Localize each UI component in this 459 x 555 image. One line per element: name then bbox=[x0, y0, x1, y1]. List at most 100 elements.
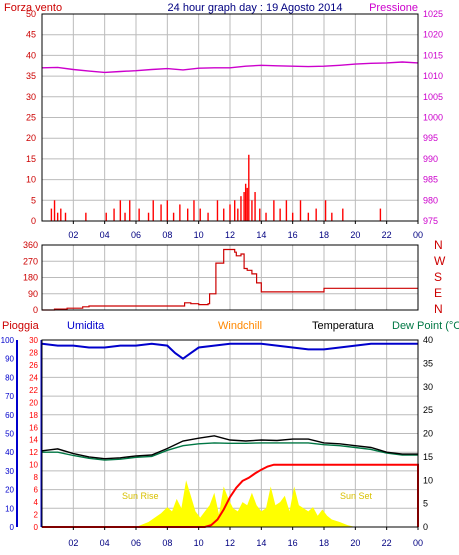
wind-title: Forza vento bbox=[4, 2, 62, 14]
temperature-y-tick-label: 5 bbox=[423, 499, 428, 509]
rain-y-tick-label: 26 bbox=[29, 361, 38, 370]
rain-y-tick-label: 4 bbox=[34, 498, 39, 507]
pressure-y-tick-label: 1020 bbox=[423, 30, 443, 40]
temperature-line bbox=[41, 435, 418, 460]
temperature-y-tick-label: 15 bbox=[423, 452, 433, 462]
bottom-x-tick-label: 14 bbox=[256, 538, 266, 548]
humidity-y-tick-label: 100 bbox=[1, 336, 15, 345]
wind-x-tick-label: 02 bbox=[68, 230, 78, 240]
pressure-y-tick-label: 1010 bbox=[423, 71, 443, 81]
direction-y-tick-label: 360 bbox=[23, 240, 38, 250]
wind-x-tick-label: 20 bbox=[350, 230, 360, 240]
wind-y-tick-label: 20 bbox=[26, 133, 36, 143]
wind-x-tick-label: 06 bbox=[131, 230, 141, 240]
humidity-line bbox=[41, 342, 418, 360]
rain-y-tick-label: 16 bbox=[29, 423, 38, 432]
direction-compass-label: E bbox=[434, 286, 442, 300]
rain-y-tick-label: 6 bbox=[34, 486, 39, 495]
rain-y-tick-label: 22 bbox=[29, 386, 38, 395]
pressure-title: Pressione bbox=[369, 2, 418, 14]
humidity-y-tick-label: 90 bbox=[5, 355, 14, 364]
direction-y-tick-label: 270 bbox=[23, 256, 38, 266]
rain-y-tick-label: 10 bbox=[29, 461, 38, 470]
chart-title: 24 hour graph day : 19 Agosto 2014 bbox=[168, 2, 343, 14]
rain-line bbox=[42, 463, 419, 528]
wind-y-tick-label: 15 bbox=[26, 154, 36, 164]
pressure-y-tick-label: 990 bbox=[423, 154, 438, 164]
humidity-y-tick-label: 50 bbox=[5, 430, 14, 439]
wind-y-tick-label: 25 bbox=[26, 113, 36, 123]
wind-y-tick-label: 40 bbox=[26, 50, 36, 60]
humidity-y-tick-label: 80 bbox=[5, 373, 14, 382]
wind-y-tick-label: 50 bbox=[26, 9, 36, 19]
windchill-title: Windchill bbox=[218, 320, 262, 332]
humidity-y-tick-label: 30 bbox=[5, 467, 14, 476]
humidity-y-tick-label: 40 bbox=[5, 448, 14, 457]
wind-y-tick-label: 5 bbox=[31, 195, 36, 205]
bottom-x-tick-label: 02 bbox=[68, 538, 78, 548]
bottom-x-tick-label: 08 bbox=[162, 538, 172, 548]
bottom-x-tick-label: 06 bbox=[131, 538, 141, 548]
temperature-y-tick-label: 10 bbox=[423, 475, 433, 485]
rain-y-tick-label: 12 bbox=[29, 448, 38, 457]
humidity-title: Umidita bbox=[67, 320, 105, 332]
pressure-y-tick-label: 1015 bbox=[423, 50, 443, 60]
humidity-y-tick-label: 10 bbox=[5, 504, 14, 513]
direction-y-tick-label: 180 bbox=[23, 273, 38, 283]
pressure-y-tick-label: 1005 bbox=[423, 92, 443, 102]
pressure-y-tick-label: 985 bbox=[423, 175, 438, 185]
wind-y-tick-label: 10 bbox=[26, 175, 36, 185]
direction-line bbox=[42, 248, 418, 311]
bottom-x-tick-label: 10 bbox=[194, 538, 204, 548]
bottom-x-tick-label: 18 bbox=[319, 538, 329, 548]
rain-y-tick-label: 8 bbox=[34, 473, 39, 482]
temperature-y-tick-label: 0 bbox=[423, 522, 428, 532]
wind-x-tick-label: 22 bbox=[382, 230, 392, 240]
direction-compass-label: N bbox=[434, 302, 443, 316]
humidity-y-tick-label: 0 bbox=[10, 523, 15, 532]
wind-x-tick-label: 12 bbox=[225, 230, 235, 240]
direction-panel-frame bbox=[41, 244, 419, 311]
sunset-label: Sun Set bbox=[340, 491, 373, 501]
temperature-y-tick-label: 40 bbox=[423, 335, 433, 345]
rain-y-tick-label: 0 bbox=[34, 523, 39, 532]
humidity-y-tick-label: 70 bbox=[5, 392, 14, 401]
rain-y-tick-label: 2 bbox=[34, 511, 39, 520]
wind-y-tick-label: 0 bbox=[31, 216, 36, 226]
pressure-y-tick-label: 1025 bbox=[423, 9, 443, 19]
wind-x-tick-label: 14 bbox=[256, 230, 266, 240]
solar-area bbox=[42, 480, 418, 527]
temperature-y-tick-label: 35 bbox=[423, 358, 433, 368]
pressure-y-tick-label: 1000 bbox=[423, 113, 443, 123]
pressure-y-tick-label: 995 bbox=[423, 133, 438, 143]
wind-x-tick-label: 08 bbox=[162, 230, 172, 240]
pressure-y-tick-label: 980 bbox=[423, 195, 438, 205]
bottom-x-tick-label: 22 bbox=[382, 538, 392, 548]
direction-compass-label: W bbox=[434, 254, 446, 268]
direction-compass-label: N bbox=[434, 238, 443, 252]
wind-x-tick-label: 10 bbox=[194, 230, 204, 240]
sunrise-label: Sun Rise bbox=[122, 491, 159, 501]
wind-y-tick-label: 45 bbox=[26, 30, 36, 40]
rain-y-tick-label: 20 bbox=[29, 398, 38, 407]
wind-y-tick-label: 30 bbox=[26, 92, 36, 102]
wind-x-tick-label: 18 bbox=[319, 230, 329, 240]
rain-y-tick-label: 30 bbox=[29, 336, 38, 345]
wind-x-tick-label: 04 bbox=[100, 230, 110, 240]
bottom-x-tick-label: 04 bbox=[100, 538, 110, 548]
wind-x-tick-label: 16 bbox=[288, 230, 298, 240]
humidity-y-tick-label: 60 bbox=[5, 411, 14, 420]
direction-y-tick-label: 90 bbox=[28, 289, 38, 299]
temperature-y-tick-label: 20 bbox=[423, 429, 433, 439]
rain-title: Pioggia bbox=[2, 320, 40, 332]
temperature-y-tick-label: 25 bbox=[423, 405, 433, 415]
bottom-x-tick-label: 12 bbox=[225, 538, 235, 548]
rain-y-tick-label: 28 bbox=[29, 348, 38, 357]
humidity-y-tick-label: 20 bbox=[5, 486, 14, 495]
pressure-y-tick-label: 975 bbox=[423, 216, 438, 226]
bottom-x-tick-label: 00 bbox=[413, 538, 423, 548]
dewpoint-line bbox=[42, 442, 418, 461]
wind-y-tick-label: 35 bbox=[26, 71, 36, 81]
